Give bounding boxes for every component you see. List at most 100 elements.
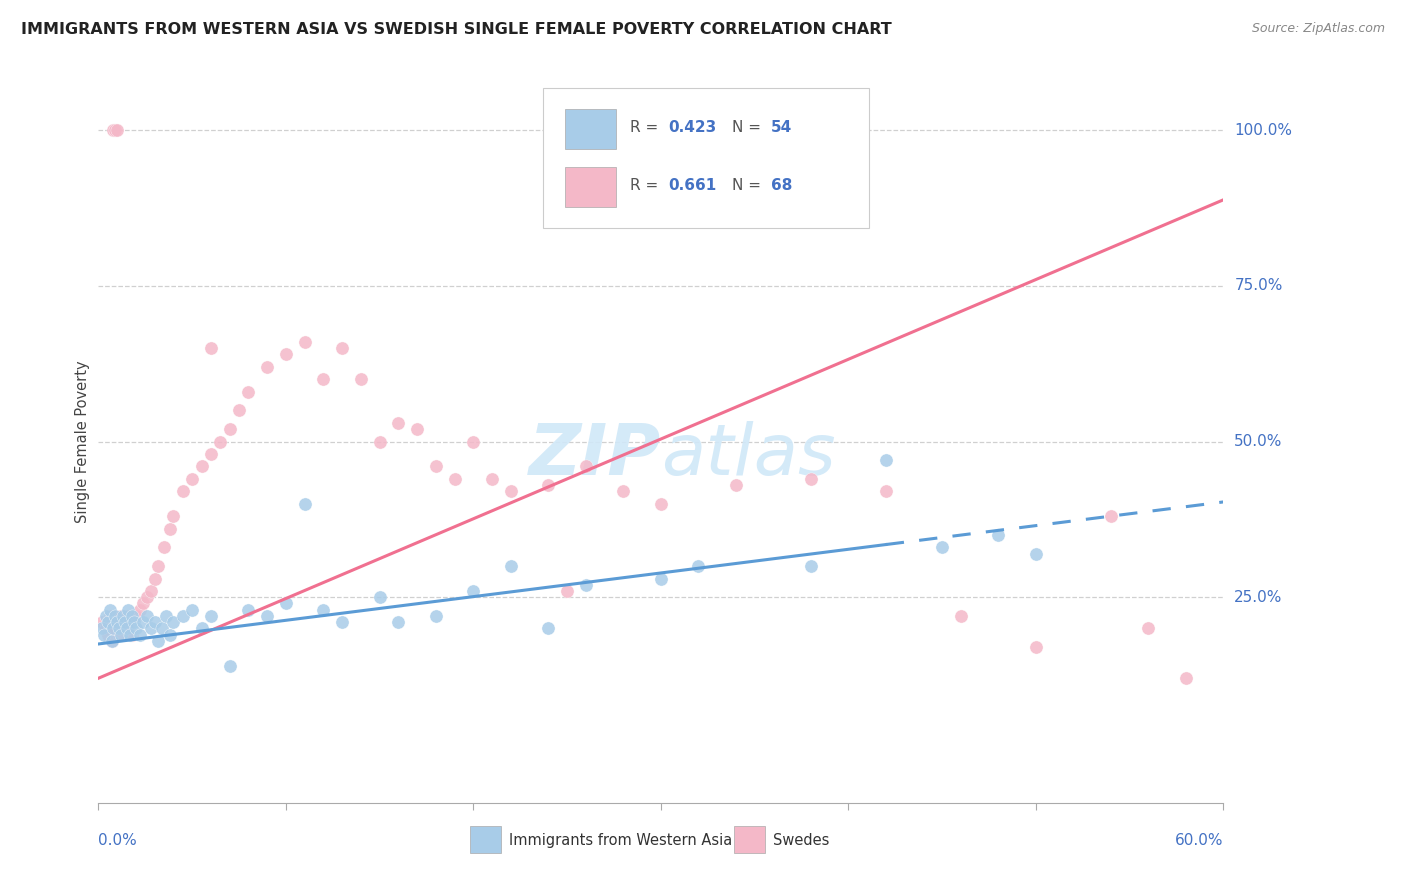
Point xyxy=(555,584,578,599)
Text: N =: N = xyxy=(731,178,765,193)
Text: 0.0%: 0.0% xyxy=(98,833,138,848)
Point xyxy=(115,621,138,635)
Point xyxy=(312,372,335,386)
Point xyxy=(218,658,240,673)
Text: Swedes: Swedes xyxy=(773,833,830,848)
Point xyxy=(800,472,823,486)
Point xyxy=(115,609,138,624)
Text: Immigrants from Western Asia: Immigrants from Western Asia xyxy=(509,833,733,848)
Point xyxy=(108,627,131,641)
Point xyxy=(274,347,297,361)
Point xyxy=(931,541,953,555)
Point xyxy=(481,472,503,486)
Point xyxy=(121,627,143,641)
Point xyxy=(148,559,170,574)
Point xyxy=(1099,509,1122,524)
Point xyxy=(155,609,177,624)
Point xyxy=(499,559,522,574)
Point xyxy=(875,453,897,467)
Point xyxy=(93,627,115,641)
Point xyxy=(875,484,897,499)
Point xyxy=(443,472,465,486)
Point xyxy=(98,609,121,624)
Point xyxy=(143,615,166,630)
Point xyxy=(612,484,634,499)
Point xyxy=(100,633,122,648)
Point xyxy=(108,621,131,635)
Point xyxy=(136,609,159,624)
Point xyxy=(143,572,166,586)
Point xyxy=(1137,621,1160,635)
Text: R =: R = xyxy=(630,178,664,193)
FancyBboxPatch shape xyxy=(565,109,616,149)
FancyBboxPatch shape xyxy=(734,826,765,854)
Point xyxy=(294,334,316,349)
Point xyxy=(153,541,176,555)
Point xyxy=(139,584,162,599)
Point xyxy=(406,422,429,436)
Point xyxy=(103,621,125,635)
Point xyxy=(105,123,128,137)
Point xyxy=(98,603,121,617)
Point xyxy=(110,627,132,641)
Point xyxy=(949,609,972,624)
Point xyxy=(103,123,125,137)
Point xyxy=(97,627,120,641)
Text: Source: ZipAtlas.com: Source: ZipAtlas.com xyxy=(1251,22,1385,36)
Point xyxy=(91,621,114,635)
Point xyxy=(136,591,159,605)
Point xyxy=(190,459,212,474)
Text: atlas: atlas xyxy=(661,422,835,491)
Text: R =: R = xyxy=(630,120,664,135)
Text: 75.0%: 75.0% xyxy=(1234,278,1282,293)
Point xyxy=(94,609,117,624)
Point xyxy=(117,603,139,617)
Point xyxy=(122,615,145,630)
Point xyxy=(104,609,127,624)
Point xyxy=(200,447,222,461)
Point xyxy=(114,615,136,630)
Point xyxy=(121,609,143,624)
Text: IMMIGRANTS FROM WESTERN ASIA VS SWEDISH SINGLE FEMALE POVERTY CORRELATION CHART: IMMIGRANTS FROM WESTERN ASIA VS SWEDISH … xyxy=(21,22,891,37)
Point xyxy=(575,578,598,592)
Point xyxy=(350,372,373,386)
Point xyxy=(111,621,134,635)
Point xyxy=(150,621,173,635)
Point xyxy=(91,615,114,630)
Point xyxy=(463,584,485,599)
Point xyxy=(181,603,204,617)
Point xyxy=(537,621,560,635)
Point xyxy=(132,597,155,611)
Point xyxy=(128,603,150,617)
Point xyxy=(105,615,128,630)
Point xyxy=(312,603,335,617)
Point xyxy=(724,478,747,492)
Text: 54: 54 xyxy=(770,120,793,135)
Point xyxy=(330,615,353,630)
Point xyxy=(425,609,447,624)
Point xyxy=(256,609,278,624)
Point xyxy=(172,484,194,499)
Text: 60.0%: 60.0% xyxy=(1175,833,1223,848)
Text: 0.423: 0.423 xyxy=(669,120,717,135)
Point xyxy=(650,572,672,586)
Point xyxy=(1306,123,1329,137)
Text: 68: 68 xyxy=(770,178,793,193)
Point xyxy=(104,609,127,624)
Point xyxy=(800,559,823,574)
Point xyxy=(190,621,212,635)
Point xyxy=(125,609,148,624)
Point xyxy=(1250,123,1272,137)
Point xyxy=(97,615,120,630)
Point xyxy=(256,359,278,374)
Point xyxy=(114,615,136,630)
Point xyxy=(139,621,162,635)
Text: N =: N = xyxy=(731,120,765,135)
Point xyxy=(575,459,598,474)
Text: 25.0%: 25.0% xyxy=(1234,590,1282,605)
Point xyxy=(1174,671,1197,685)
Point xyxy=(100,633,122,648)
Point xyxy=(209,434,232,449)
Text: 100.0%: 100.0% xyxy=(1234,122,1292,137)
Point xyxy=(238,603,260,617)
